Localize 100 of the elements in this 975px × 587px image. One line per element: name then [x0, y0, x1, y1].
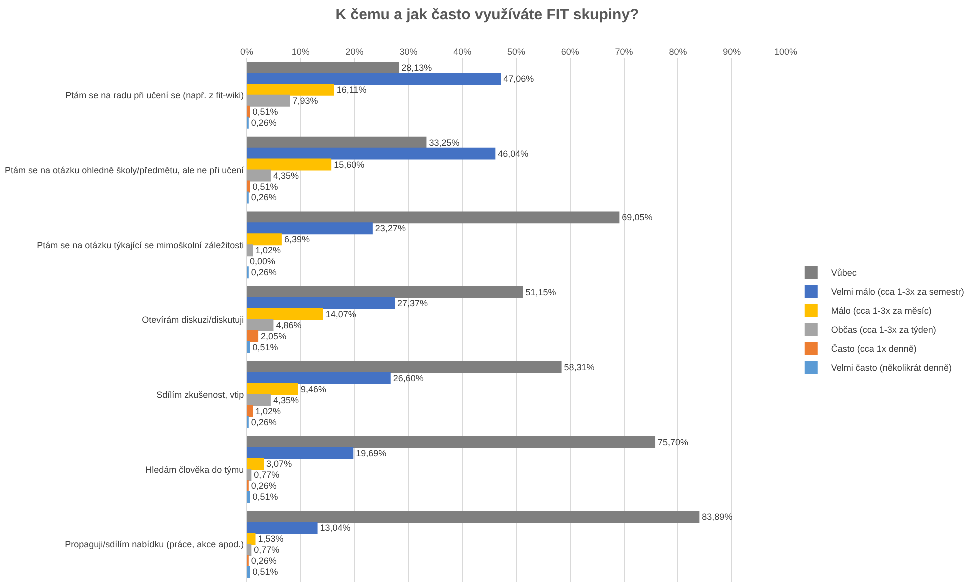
data-label: 27,37% [398, 298, 428, 309]
data-label: 0,00% [250, 256, 276, 267]
data-label: 0,51% [252, 106, 278, 117]
data-label: 46,04% [498, 148, 529, 159]
bar [247, 106, 250, 118]
data-label: 0,26% [251, 118, 277, 128]
bar [247, 566, 250, 578]
bar [247, 320, 274, 332]
data-label: 26,60% [393, 373, 424, 384]
data-label: 1,02% [256, 246, 282, 256]
bar [247, 180, 250, 193]
data-label: 19,69% [356, 448, 387, 458]
data-label: 0,26% [251, 268, 277, 278]
x-tick-label: 40% [454, 47, 472, 58]
data-label: 0,77% [254, 545, 280, 556]
bar [247, 394, 271, 406]
bar [247, 298, 396, 310]
x-tick-label: 70% [615, 47, 634, 58]
bar [247, 491, 250, 504]
data-label: 58,31% [564, 362, 595, 372]
bar [247, 447, 354, 460]
data-label: 16,11% [336, 84, 367, 95]
bar [247, 244, 253, 257]
y-tick-label: Ptám se na otázku týkající se mimoškolní záležitosti [37, 240, 244, 250]
data-label: 4,86% [276, 320, 302, 330]
x-tick-label: 80% [669, 47, 688, 58]
bar [247, 84, 334, 96]
y-tick-label: Propaguji/sdílím nabídku (práce, akce apod.) [65, 540, 244, 550]
data-label: 0,26% [251, 481, 277, 492]
data-label: 0,51% [252, 567, 278, 578]
legend-label: Málo (cca 1-3x za měsíc) [831, 306, 932, 316]
bar [247, 436, 656, 448]
bar [247, 341, 250, 354]
legend-label: Vůbec [831, 268, 858, 278]
bar [247, 170, 271, 182]
legend-label: Občas (cca 1-3x za týden) [831, 325, 936, 336]
bar [247, 405, 253, 418]
bar [247, 158, 332, 171]
x-tick-label: 50% [507, 47, 526, 58]
chart-title: K čemu a jak často využíváte FIT skupiny? [336, 6, 640, 24]
data-label: 0,26% [251, 192, 277, 203]
data-label: 0,51% [252, 342, 278, 352]
bar [247, 212, 620, 224]
bar [247, 544, 252, 556]
bar [247, 222, 373, 235]
bar [247, 383, 298, 396]
data-label: 2,05% [261, 331, 287, 342]
data-label: 0,51% [252, 492, 278, 502]
data-label: 1,53% [258, 534, 284, 544]
y-tick-label: Hledám člověka do týmu [146, 464, 244, 475]
bar [247, 511, 700, 524]
data-label: 83,89% [702, 512, 733, 522]
bar [247, 94, 290, 107]
y-tick-label: Ptám se na radu při učení se (např. z fit-wiki) [66, 90, 244, 101]
data-label: 51,15% [526, 288, 556, 298]
data-label: 7,93% [292, 96, 318, 106]
data-label: 33,25% [429, 138, 460, 148]
x-tick-label: 60% [561, 47, 580, 58]
data-label: 47,06% [504, 74, 534, 84]
data-label: 3,07% [266, 459, 292, 470]
bar [247, 522, 318, 534]
x-tick-label: 30% [400, 47, 418, 58]
bar [247, 330, 259, 342]
y-tick-label: Otevírám diskuzi/diskutuji [142, 315, 244, 326]
bar [247, 62, 400, 74]
data-label: 0,26% [251, 417, 277, 428]
bar [247, 136, 427, 149]
data-label: 13,04% [320, 523, 351, 534]
x-tick-label: 0% [240, 47, 254, 58]
legend-label: Velmi často (několikrát denně) [831, 363, 952, 374]
bar [247, 148, 496, 160]
bar [247, 372, 391, 384]
data-label: 1,02% [256, 406, 282, 416]
bar [247, 308, 324, 320]
data-label: 28,13% [402, 62, 432, 73]
x-tick-label: 20% [346, 47, 364, 58]
x-tick-label: 100% [774, 47, 798, 58]
data-label: 23,27% [375, 224, 406, 234]
bar [247, 458, 264, 470]
x-tick-label: 10% [292, 47, 310, 58]
legend-label: Často (cca 1x denně) [831, 344, 917, 354]
bar [247, 72, 502, 85]
data-label: 0,51% [252, 182, 278, 192]
legend-label: Velmi málo (cca 1-3x za semestr) [831, 287, 964, 298]
bar [247, 469, 252, 482]
data-label: 6,39% [284, 234, 310, 245]
bar [247, 361, 562, 374]
data-label: 75,70% [658, 437, 689, 448]
bar [247, 533, 256, 546]
x-tick-label: 90% [723, 47, 742, 58]
data-label: 0,77% [254, 470, 280, 480]
data-label: 69,05% [622, 212, 653, 223]
y-tick-label: Ptám se na otázku ohledně školy/předmětu, ale ne při učení [5, 165, 245, 176]
data-label: 4,35% [273, 395, 299, 406]
bar [247, 286, 524, 299]
y-tick-label: Sdílím zkušenost, vtip [156, 390, 244, 400]
data-label: 9,46% [300, 384, 327, 394]
data-label: 14,07% [326, 310, 356, 320]
bar [247, 234, 282, 246]
data-label: 15,60% [334, 160, 365, 170]
